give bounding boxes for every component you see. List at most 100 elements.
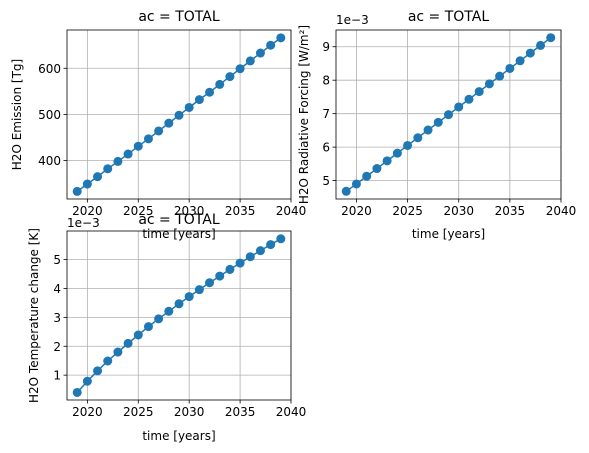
temperature-change-data-point <box>255 246 265 256</box>
emission-ticks: 2020 2025 2030 2035 2040 400 500 600 <box>38 62 306 218</box>
emission-data-point <box>154 126 164 136</box>
temperature-change-y-tick-label: 1 <box>53 369 61 383</box>
temperature-change-data-point <box>154 314 164 324</box>
radiative-forcing-data-point <box>423 125 433 135</box>
temperature-change-data-point <box>225 264 235 274</box>
temperature-change-data-point <box>113 347 123 357</box>
radiative-forcing-data-point <box>495 71 505 81</box>
emission-data-point <box>235 64 245 74</box>
radiative-forcing-y-tick-label: 6 <box>322 141 330 155</box>
emission-chart: 2020 2025 2030 2035 2040 400 500 600 ac = TOTAL… <box>10 9 306 241</box>
radiative-forcing-y-tick-label: 7 <box>322 107 330 121</box>
temperature-change-data-point <box>276 234 286 244</box>
emission-x-tick-label: 2035 <box>225 204 256 218</box>
emission-data-point <box>123 149 133 159</box>
radiative-forcing-ticks: 2020 2025 2030 2035 2040 5 6 7 8 9 <box>322 40 576 218</box>
emission-data-point <box>255 48 265 58</box>
emission-data-point <box>184 102 194 112</box>
radiative-forcing-data-point <box>525 48 535 58</box>
emission-chart-title: ac = TOTAL <box>138 9 220 25</box>
temperature-change-x-tick-label: 2035 <box>225 405 256 419</box>
emission-x-tick-label: 2020 <box>72 204 103 218</box>
emission-data-point <box>72 186 82 196</box>
temperature-change-data-point <box>215 271 225 281</box>
radiative-forcing-x-tick-label: 2030 <box>443 204 474 218</box>
radiative-forcing-data-point <box>362 171 372 181</box>
radiative-forcing-data-point <box>484 79 494 89</box>
radiative-forcing-x-tick-label: 2025 <box>392 204 423 218</box>
emission-y-axis-label: H2O Emission [Tg] <box>10 59 24 170</box>
radiative-forcing-y-tick-label: 5 <box>322 174 330 188</box>
temperature-change-y-axis-label: H2O Temperature change [K] <box>27 228 41 403</box>
temperature-change-data-point <box>205 278 215 288</box>
temperature-change-data-point <box>266 240 276 250</box>
radiative-forcing-x-tick-label: 2035 <box>495 204 526 218</box>
radiative-forcing-data-point <box>341 186 351 196</box>
radiative-forcing-axes-frame <box>335 29 562 200</box>
radiative-forcing-data-point <box>546 33 556 43</box>
radiative-forcing-y-axis-label: H2O Radiative Forcing [W/m²] <box>297 25 311 204</box>
emission-data-point <box>205 87 215 97</box>
temperature-change-data-point <box>72 387 82 397</box>
radiative-forcing-y-tick-label: 9 <box>322 40 330 54</box>
temperature-change-data-point <box>103 356 113 366</box>
temperature-change-data-point <box>245 252 255 262</box>
radiative-forcing-y-tick-label: 8 <box>322 74 330 88</box>
radiative-forcing-data-point <box>464 94 474 104</box>
temperature-change-x-tick-label: 2025 <box>123 405 154 419</box>
radiative-forcing-x-tick-label: 2020 <box>341 204 372 218</box>
temperature-change-x-tick-label: 2020 <box>72 405 103 419</box>
radiative-forcing-data-point <box>372 164 382 174</box>
emission-data-point <box>266 40 276 50</box>
emission-data-point <box>225 72 235 82</box>
emission-grid <box>67 30 292 199</box>
temperature-change-series <box>72 234 286 397</box>
radiative-forcing-chart: 2020 2025 2030 2035 2040 5 6 7 8 9 ac = TOTAL 1e−… <box>297 9 576 241</box>
emission-x-tick-label: 2030 <box>174 204 205 218</box>
temperature-change-data-point <box>174 299 184 309</box>
emission-data-point <box>245 56 255 66</box>
radiative-forcing-offset-label: 1e−3 <box>336 13 369 27</box>
temperature-change-ticks: 2020 2025 2030 2035 2040 1 2 3 4 5 <box>53 253 306 419</box>
emission-data-point <box>276 33 286 43</box>
temperature-change-data-point <box>93 366 103 376</box>
radiative-forcing-data-point <box>444 110 453 120</box>
temperature-change-axes-frame <box>66 230 292 401</box>
emission-data-point <box>113 156 123 166</box>
emission-data-point <box>194 95 204 105</box>
temperature-change-x-tick-label: 2040 <box>276 405 307 419</box>
radiative-forcing-data-point <box>474 87 484 97</box>
emission-data-point <box>143 134 153 144</box>
temperature-change-data-point <box>164 306 174 316</box>
temperature-change-data-point <box>184 292 194 302</box>
emission-x-axis-label: time [years] <box>142 227 215 241</box>
emission-data-point <box>215 79 225 89</box>
emission-x-tick-label: 2025 <box>123 204 154 218</box>
temperature-change-data-point <box>123 338 133 348</box>
radiative-forcing-data-point <box>536 40 546 50</box>
temperature-change-data-point <box>82 376 92 386</box>
temperature-change-x-axis-label: time [years] <box>142 429 215 443</box>
emission-data-point <box>93 172 103 182</box>
temperature-change-chart-title: ac = TOTAL <box>138 212 220 228</box>
temperature-change-y-tick-label: 3 <box>53 311 61 325</box>
emission-y-tick-label: 400 <box>38 154 61 168</box>
emission-series <box>72 33 286 196</box>
temperature-change-data-point <box>133 330 143 340</box>
emission-data-point <box>133 141 143 151</box>
radiative-forcing-chart-title: ac = TOTAL <box>408 9 490 25</box>
emission-y-tick-label: 500 <box>38 108 61 122</box>
radiative-forcing-data-point <box>454 102 464 112</box>
radiative-forcing-data-point <box>403 140 413 150</box>
emission-data-point <box>103 164 113 174</box>
radiative-forcing-data-point <box>433 117 443 127</box>
radiative-forcing-data-point <box>515 56 525 66</box>
emission-data-point <box>82 179 92 189</box>
temperature-change-x-tick-label: 2030 <box>174 405 205 419</box>
radiative-forcing-data-point <box>351 179 361 189</box>
radiative-forcing-series <box>341 33 556 196</box>
emission-data-point <box>174 110 184 120</box>
radiative-forcing-data-point <box>413 133 423 143</box>
